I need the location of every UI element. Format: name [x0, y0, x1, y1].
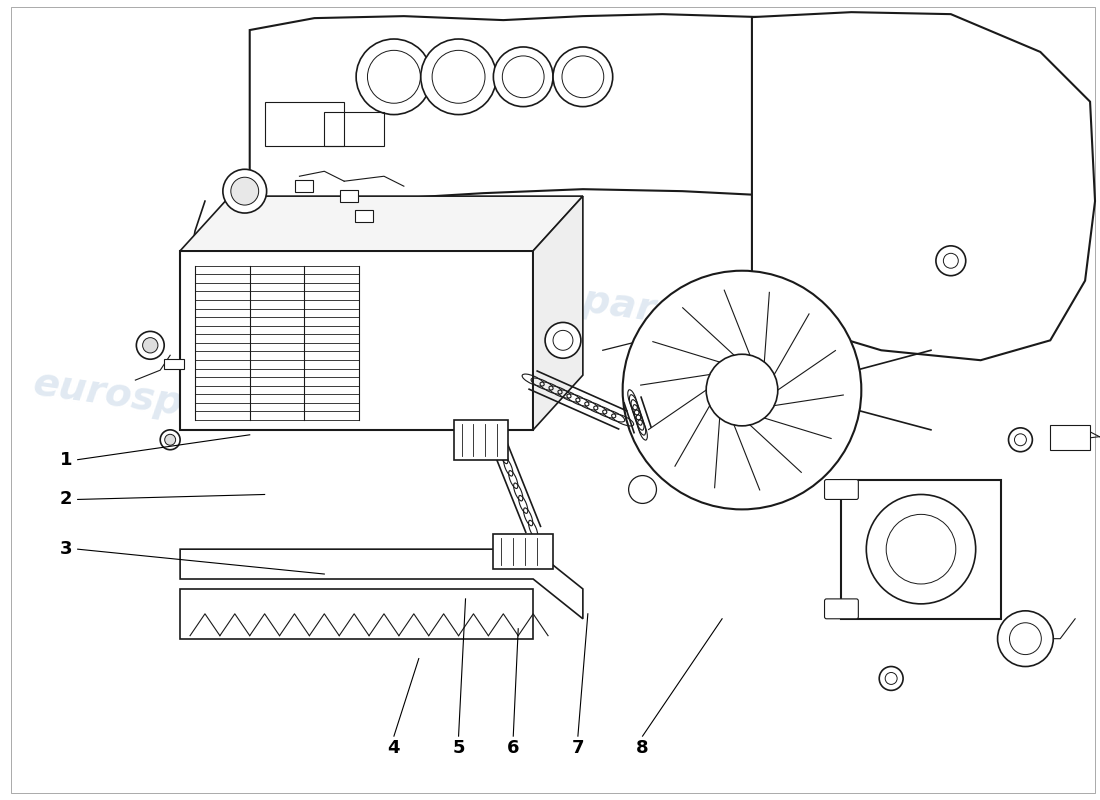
- Circle shape: [546, 322, 581, 358]
- Polygon shape: [534, 196, 583, 430]
- FancyBboxPatch shape: [296, 180, 314, 192]
- Circle shape: [165, 434, 176, 446]
- Text: 6: 6: [507, 739, 519, 757]
- Circle shape: [553, 47, 613, 106]
- FancyBboxPatch shape: [842, 479, 1001, 618]
- FancyBboxPatch shape: [164, 359, 184, 369]
- Polygon shape: [250, 14, 1050, 206]
- Text: 8: 8: [636, 739, 649, 757]
- Text: 4: 4: [387, 739, 400, 757]
- Polygon shape: [180, 549, 583, 618]
- Text: eurospares: eurospares: [31, 364, 279, 436]
- Text: 7: 7: [572, 739, 584, 757]
- Polygon shape: [180, 196, 583, 251]
- Circle shape: [623, 270, 861, 510]
- Text: 5: 5: [452, 739, 465, 757]
- FancyBboxPatch shape: [180, 251, 534, 430]
- Circle shape: [421, 39, 496, 114]
- FancyBboxPatch shape: [1050, 425, 1090, 450]
- Circle shape: [356, 39, 431, 114]
- Text: 2: 2: [59, 490, 72, 509]
- Text: eurospares: eurospares: [459, 265, 707, 337]
- Circle shape: [161, 430, 180, 450]
- Circle shape: [706, 354, 778, 426]
- FancyBboxPatch shape: [825, 599, 858, 618]
- Circle shape: [143, 338, 158, 353]
- FancyBboxPatch shape: [453, 420, 508, 460]
- Text: 1: 1: [59, 450, 72, 469]
- Circle shape: [136, 331, 164, 359]
- FancyBboxPatch shape: [825, 479, 858, 499]
- FancyBboxPatch shape: [494, 534, 553, 569]
- Circle shape: [936, 246, 966, 276]
- Circle shape: [494, 47, 553, 106]
- Circle shape: [879, 666, 903, 690]
- Circle shape: [998, 611, 1054, 666]
- Circle shape: [628, 475, 657, 503]
- Text: 3: 3: [59, 540, 72, 558]
- FancyBboxPatch shape: [355, 210, 373, 222]
- Circle shape: [223, 170, 266, 213]
- Circle shape: [231, 178, 258, 205]
- FancyBboxPatch shape: [340, 190, 359, 202]
- Polygon shape: [752, 12, 1094, 360]
- FancyBboxPatch shape: [180, 589, 534, 638]
- Circle shape: [867, 494, 976, 604]
- Circle shape: [1009, 428, 1033, 452]
